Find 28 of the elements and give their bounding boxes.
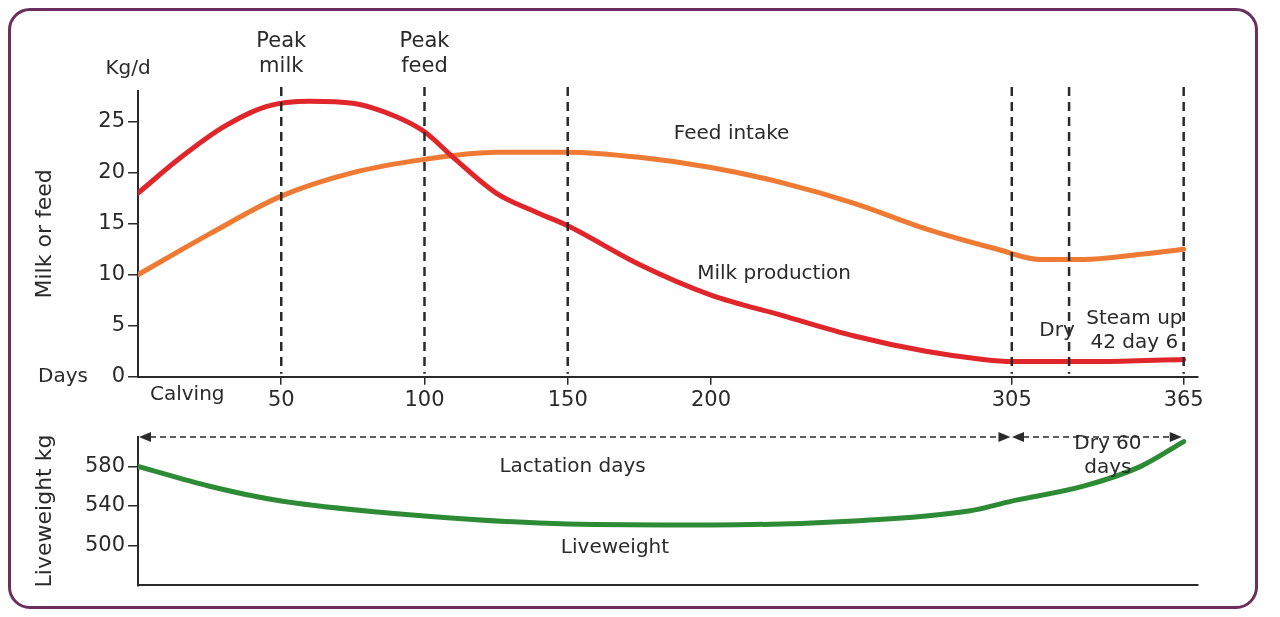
y-tick-label: 540: [84, 492, 125, 517]
x-tick-label: 365: [1163, 386, 1204, 411]
text: Kg/d: [105, 55, 151, 80]
x-tick-label: 100: [404, 386, 445, 411]
y-axis-title: Milk or feed: [30, 169, 56, 299]
x-tick-label: 50: [267, 386, 295, 411]
y-tick-label: 15: [98, 210, 125, 235]
annotation: Dry 60 days: [1074, 430, 1142, 479]
annotation: Milk production: [697, 260, 851, 285]
y-tick-label: 500: [84, 532, 125, 557]
annotation: Liveweight: [560, 534, 670, 559]
text: Calving: [150, 381, 225, 405]
y-tick-label: 25: [98, 108, 125, 133]
y-tick-label: 5: [111, 312, 125, 337]
annotation: Steam up 42 day 6: [1086, 305, 1183, 354]
ref-line-label: Peak milk: [256, 27, 308, 77]
annotation: Feed intake: [673, 120, 790, 145]
y-tick-label: 0: [111, 363, 125, 388]
y-tick-label: 10: [98, 261, 125, 286]
y-axis-title: Liveweight kg: [30, 434, 56, 588]
x-tick-label: 305: [991, 386, 1032, 411]
x-tick-label: 150: [547, 386, 588, 411]
y-tick-label: 580: [84, 452, 125, 477]
annotation: Lactation days: [499, 452, 646, 477]
text: Days: [38, 363, 88, 387]
y-tick-label: 20: [98, 159, 125, 184]
ref-line-label: Peak feed: [399, 27, 451, 77]
x-tick-label: 200: [690, 386, 732, 411]
